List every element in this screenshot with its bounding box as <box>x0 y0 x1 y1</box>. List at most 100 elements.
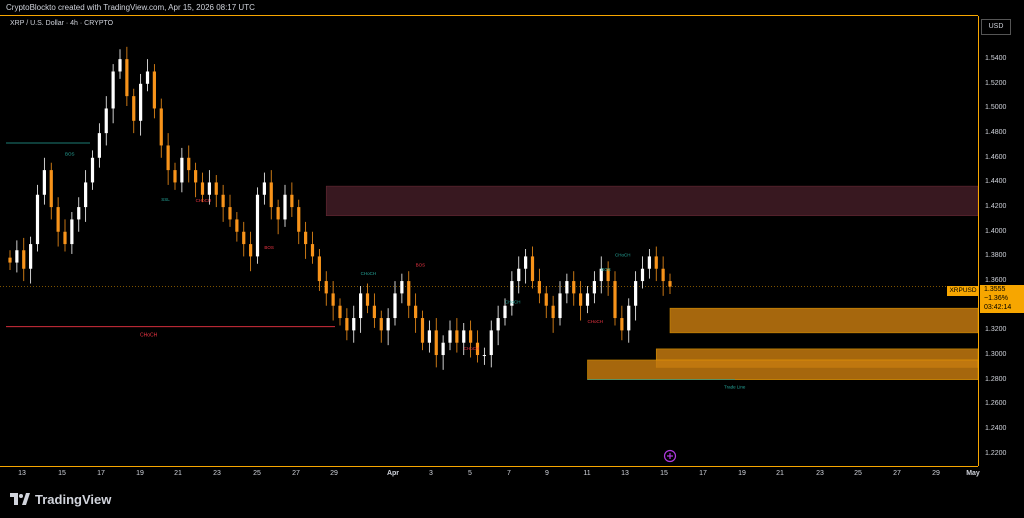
candle-body <box>97 133 101 158</box>
candle-body <box>228 207 232 220</box>
candle-body <box>455 330 459 343</box>
candle-body <box>551 305 555 319</box>
candle-body <box>386 318 390 331</box>
candle-body <box>84 182 88 208</box>
candle-body <box>613 281 617 319</box>
choch-level-label: CHoCH <box>140 333 158 339</box>
price-tick: 1.4400 <box>985 178 1007 186</box>
time-tick: 13 <box>18 470 26 477</box>
demand-zone <box>669 307 978 334</box>
candle-body <box>530 256 535 282</box>
structure-annotation: CHoCH <box>196 198 212 203</box>
time-tick: 3 <box>429 470 433 477</box>
candle-body <box>317 256 321 282</box>
candle-body <box>434 330 438 356</box>
candle-body <box>558 293 562 319</box>
candle-body <box>283 194 287 220</box>
candle-body <box>22 250 26 269</box>
candle-body <box>235 219 239 232</box>
candle-body <box>359 293 363 319</box>
candle-body <box>510 281 514 306</box>
time-tick: 13 <box>621 470 629 477</box>
candle-body <box>118 59 122 72</box>
candle-body <box>592 281 596 294</box>
time-tick: 19 <box>136 470 144 477</box>
price-scale[interactable] <box>978 16 1024 466</box>
structure-annotation: CHoCH <box>588 319 604 324</box>
candle-body <box>255 194 260 257</box>
price-tick: 1.4800 <box>985 129 1007 137</box>
price-tick: 1.2600 <box>985 400 1007 408</box>
replay-cursor-icon[interactable] <box>663 449 677 463</box>
price-tick: 1.4000 <box>985 227 1007 235</box>
candle-body <box>647 256 651 269</box>
candle-body <box>310 244 315 257</box>
candle-body <box>125 59 129 97</box>
candle-body <box>214 182 218 195</box>
candle-body <box>524 256 528 269</box>
time-tick: 11 <box>583 470 591 477</box>
candle-body <box>640 268 645 282</box>
candle-body <box>661 268 665 282</box>
candle-body <box>29 244 33 269</box>
candle-body <box>173 170 177 183</box>
candle-body <box>111 71 115 109</box>
candle-body <box>70 219 74 245</box>
structure-annotation: CHoCH <box>505 299 521 304</box>
time-tick: 25 <box>854 470 862 477</box>
candle-body <box>345 318 349 331</box>
bar-countdown: 03:42:14 <box>984 304 1012 311</box>
price-tick: 1.3600 <box>985 277 1007 285</box>
ticker-badge: XRPUSD <box>947 286 979 296</box>
candle-body <box>304 231 308 245</box>
time-tick: 17 <box>699 470 707 477</box>
candle-body <box>427 330 431 343</box>
candle-body <box>249 244 253 257</box>
time-tick: Apr <box>386 470 400 477</box>
time-tick: 15 <box>58 470 66 477</box>
time-axis[interactable] <box>0 466 978 481</box>
candle-body <box>634 281 638 306</box>
candle-body <box>200 182 205 195</box>
structure-annotation: CHoCH <box>464 346 480 351</box>
footer <box>0 480 1024 518</box>
candle-body <box>462 330 466 343</box>
candle-body <box>365 293 370 306</box>
price-chart[interactable]: CHoCH BOS SSL CHoCH BOS CHoCH BOS CHoCH CHoCH BOS… <box>0 16 978 466</box>
time-tick: 27 <box>893 470 901 477</box>
candle-body <box>654 256 658 269</box>
candle-body <box>448 330 452 343</box>
candle-body <box>242 231 246 245</box>
candle-body <box>90 157 95 183</box>
time-tick: 23 <box>816 470 824 477</box>
candle-body <box>489 330 493 356</box>
candle-body <box>352 318 356 331</box>
top-border <box>0 15 978 16</box>
candle-body <box>627 305 631 331</box>
candle-body <box>139 83 143 121</box>
symbol-legend: XRP / U.S. Dollar · 4h · CRYPTO <box>10 20 114 27</box>
time-tick: 27 <box>292 470 300 477</box>
candle-body <box>276 207 280 220</box>
candle-body <box>63 231 67 245</box>
candle-body <box>187 157 191 171</box>
candle-body <box>537 281 541 294</box>
candle-body <box>407 281 411 306</box>
price-tick: 1.2400 <box>985 425 1007 432</box>
time-tick: 25 <box>253 470 261 477</box>
tradingview-branding[interactable]: TradingView <box>10 492 111 507</box>
candle-body <box>221 194 225 208</box>
time-tick: May <box>966 470 980 477</box>
candle-body <box>42 170 46 195</box>
candle-body <box>132 96 136 121</box>
price-tick: 1.5400 <box>985 55 1007 63</box>
currency-button[interactable]: USD <box>981 19 1011 35</box>
price-tick: 1.5200 <box>985 79 1007 87</box>
structure-annotation: CHoCH <box>361 271 377 276</box>
candle-body <box>145 71 150 84</box>
candle-body <box>606 268 610 282</box>
price-tick: 1.3000 <box>985 351 1007 359</box>
candle-body <box>35 194 40 245</box>
candle-body <box>152 71 156 109</box>
structure-annotation: BOS <box>416 262 426 267</box>
